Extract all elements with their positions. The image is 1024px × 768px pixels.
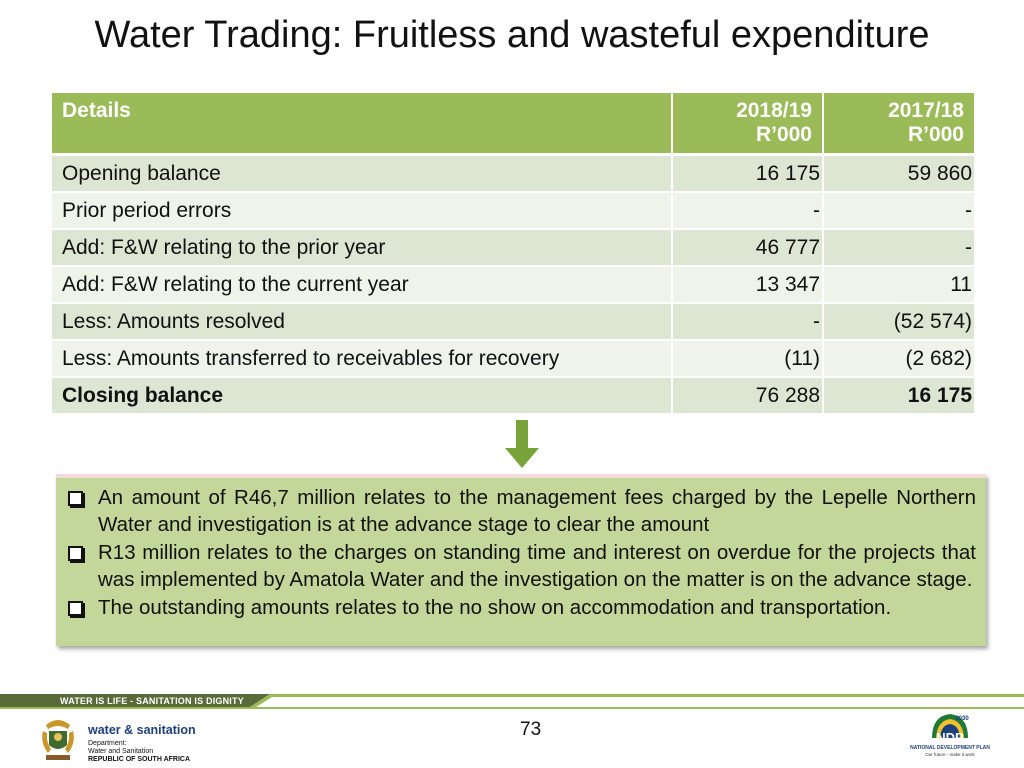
ndp-year: 2030: [955, 716, 969, 722]
header-2018-19-unit: R’000: [755, 123, 812, 146]
row-value-2017-18: -: [823, 192, 974, 230]
dept-subtitle: Department: Water and Sanitation REPUBLI…: [88, 740, 190, 764]
notes-box: An amount of R46,7 million relates to th…: [56, 474, 986, 646]
row-value-2018-19: 13 347: [672, 266, 824, 304]
table-row: Less: Amounts transferred to receivables…: [52, 340, 974, 378]
slide-title: Water Trading: Fruitless and wasteful ex…: [94, 14, 930, 56]
table-row: Prior period errors - -: [52, 192, 974, 230]
footer-band: [0, 694, 1024, 709]
note-text: An amount of R46,7 million relates to th…: [98, 486, 976, 537]
ndp-logo-icon: NDP 2030: [932, 714, 969, 745]
row-value-2017-18: (52 574): [823, 303, 974, 341]
row-label: Add: F&W relating to the prior year: [52, 229, 674, 267]
row-label: Opening balance: [52, 154, 674, 193]
row-value-2018-19: (11): [672, 340, 824, 378]
table-row: Add: F&W relating to the current year 13…: [52, 266, 974, 304]
row-value-2017-18: -: [823, 229, 974, 267]
note-item: The outstanding amounts relates to the n…: [66, 594, 976, 621]
dept-name: water & sanitation: [88, 723, 196, 737]
dept-line2: Water and Sanitation: [88, 748, 154, 755]
down-arrow-icon: [505, 420, 539, 468]
note-text: The outstanding amounts relates to the n…: [98, 595, 892, 619]
table-row: Add: F&W relating to the prior year 46 7…: [52, 229, 974, 267]
note-item: An amount of R46,7 million relates to th…: [66, 484, 976, 539]
table-header-row: Details 2018/19 R’000 2017/18 R’000: [52, 93, 974, 156]
dept-line1: Department:: [88, 740, 127, 747]
row-value-2017-18: 11: [823, 266, 974, 304]
row-value-2018-19: -: [672, 303, 824, 341]
department-logo: water & sanitation Department: Water and…: [38, 715, 198, 765]
page-number: 73: [520, 719, 542, 740]
row-label: Less: Amounts resolved: [52, 303, 674, 341]
row-value-2018-19: 76 288: [672, 377, 824, 415]
ndp-short: NDP: [936, 730, 964, 745]
checkbox-bullet-icon: [68, 545, 83, 561]
row-label: Add: F&W relating to the current year: [52, 266, 674, 304]
note-text: R13 million relates to the charges on st…: [98, 540, 976, 592]
header-2017-18-unit: R’000: [907, 123, 964, 146]
row-value-2017-18: 16 175: [823, 377, 974, 415]
row-value-2018-19: 46 777: [672, 229, 824, 267]
note-item: R13 million relates to the charges on st…: [66, 539, 976, 594]
header-2018-19-year: 2018/19: [736, 99, 812, 122]
ndp-label: NATIONAL DEVELOPMENT PLAN: [910, 745, 990, 751]
table-row: Less: Amounts resolved - (52 574): [52, 303, 974, 341]
header-2017-18: 2017/18 R’000: [823, 93, 974, 156]
header-details: Details: [52, 93, 674, 156]
table-row: Opening balance 16 175 59 860: [52, 154, 974, 193]
checkbox-bullet-icon: [68, 491, 83, 506]
ndp-logo: NDP 2030 NATIONAL DEVELOPMENT PLAN Our f…: [910, 708, 990, 766]
ndp-tagline: Our future - make it work: [925, 752, 975, 757]
dept-line3: REPUBLIC OF SOUTH AFRICA: [88, 756, 191, 763]
row-value-2018-19: -: [672, 192, 824, 230]
row-value-2017-18: 59 860: [823, 154, 974, 193]
coat-of-arms-icon: [42, 720, 74, 760]
expenditure-table: Details 2018/19 R’000 2017/18 R’000 Open…: [52, 93, 974, 415]
checkbox-bullet-icon: [68, 600, 83, 616]
footer-slogan: WATER IS LIFE - SANITATION IS DIGNITY: [60, 696, 244, 706]
header-2017-18-year: 2017/18: [888, 99, 964, 122]
row-label: Closing balance: [52, 377, 674, 415]
row-label: Prior period errors: [52, 192, 674, 230]
row-label: Less: Amounts transferred to receivables…: [52, 340, 674, 378]
header-2018-19: 2018/19 R’000: [672, 93, 824, 156]
closing-balance-row: Closing balance 76 288 16 175: [52, 377, 974, 415]
row-value-2017-18: (2 682): [823, 340, 974, 378]
row-value-2018-19: 16 175: [672, 154, 824, 193]
